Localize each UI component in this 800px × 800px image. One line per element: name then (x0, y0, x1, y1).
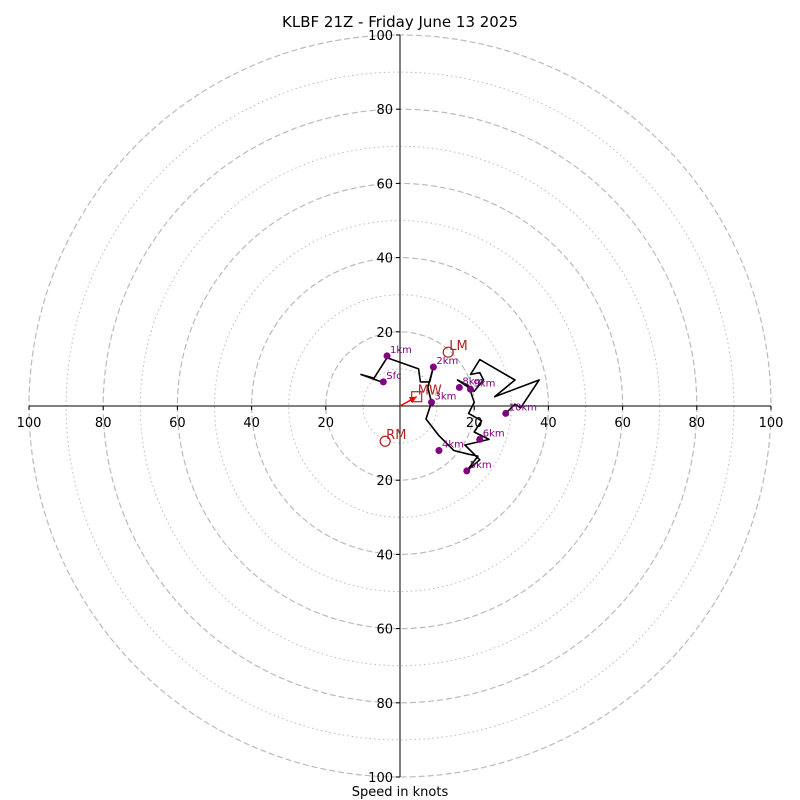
y-tick-label: 40 (376, 548, 393, 563)
height-marker-2km (429, 363, 437, 371)
x-tick-label: 100 (759, 416, 784, 431)
x-tick-label: 80 (689, 416, 706, 431)
x-tick-label: 60 (614, 416, 631, 431)
lm-storm-motion-marker (442, 346, 454, 358)
height-marker-sfc (379, 378, 387, 386)
height-label-8km: 8km (462, 376, 484, 387)
height-marker-9km (466, 385, 474, 393)
height-marker-6km (476, 435, 484, 443)
tick-labels: 1001008080606040402020202040406060808010… (17, 29, 784, 786)
y-tick-label: 60 (376, 623, 393, 638)
height-label-5km: 5km (470, 460, 492, 471)
lm-label: LM (449, 339, 467, 354)
rm-label: RM (386, 428, 406, 443)
hodograph-trace-group (360, 356, 540, 472)
mean-wind-marker (411, 391, 423, 403)
height-label-3km: 3km (435, 391, 457, 402)
mw-label: MW (418, 384, 442, 399)
height-marker-5km (463, 467, 471, 475)
x-tick-label: 60 (169, 416, 186, 431)
hodograph-trace (360, 356, 540, 472)
y-tick-label: 100 (368, 771, 393, 786)
x-tick-label: 100 (17, 416, 42, 431)
y-tick-label: 80 (376, 697, 393, 712)
height-marker-3km (428, 398, 436, 406)
y-tick-label: 80 (376, 103, 393, 118)
chart-title: KLBF 21Z - Friday June 13 2025 (282, 13, 518, 31)
y-tick-label: 100 (368, 29, 393, 44)
height-label-sfc: Sfc (386, 371, 401, 382)
height-marker-8km (455, 383, 463, 391)
rm-storm-motion-marker (379, 435, 391, 447)
height-label-6km: 6km (483, 428, 505, 439)
y-tick-label: 20 (376, 326, 393, 341)
height-marker-1km (383, 352, 391, 360)
y-tick-label: 20 (376, 474, 393, 489)
height-label-1km: 1km (390, 345, 412, 356)
x-tick-label: 40 (540, 416, 557, 431)
y-tick-label: 60 (376, 177, 393, 192)
height-marker-10km (502, 409, 510, 417)
y-tick-label: 40 (376, 252, 393, 267)
x-axis-label: Speed in knots (352, 785, 449, 800)
height-label-2km: 2km (436, 356, 458, 367)
x-tick-label: 20 (318, 416, 335, 431)
x-tick-label: 80 (95, 416, 112, 431)
height-marker-4km (435, 447, 443, 455)
height-label-4km: 4km (442, 440, 464, 451)
shear-vector-arrowhead (408, 396, 417, 404)
height-label-10km: 10km (509, 402, 537, 413)
height-label-9km: 9km (473, 378, 495, 389)
x-tick-label: 40 (243, 416, 260, 431)
